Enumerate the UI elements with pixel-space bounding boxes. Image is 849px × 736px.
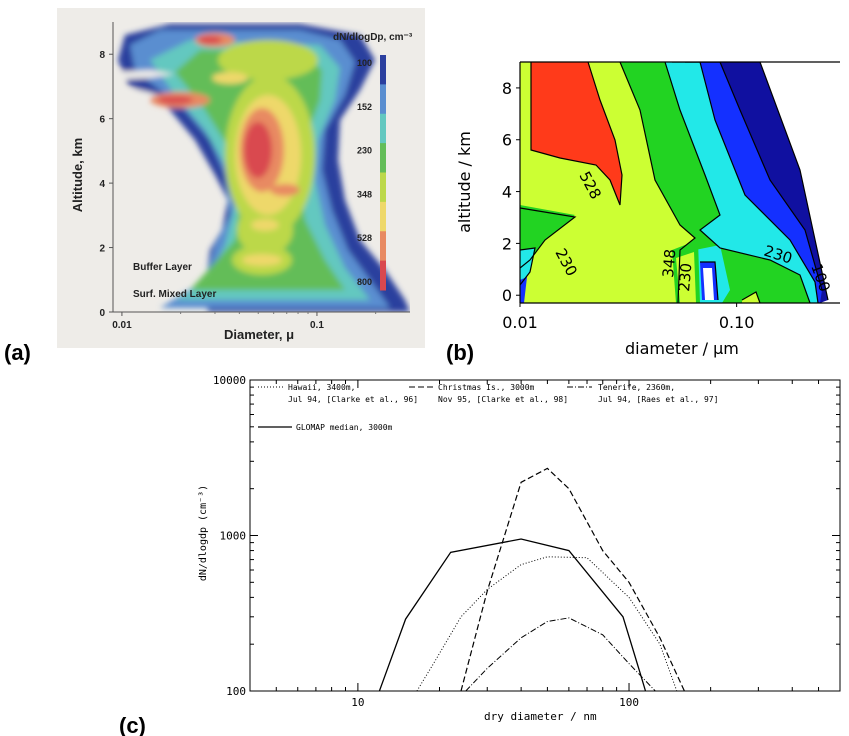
colorbar-label: 528: [357, 233, 372, 243]
colorbar-swatch: [380, 84, 386, 115]
panel-a-colorbar: 100 152 230 348 528 800: [357, 55, 386, 291]
panel-b-ytick-label: 4: [502, 183, 512, 202]
legend-hawaii-line2: Jul 94, [Clarke et al., 96]: [288, 395, 418, 404]
colorbar-swatch: [380, 201, 386, 232]
panel-c-ylabel: dN/dlogdp (cm⁻³): [198, 485, 209, 581]
colorbar-swatch: [380, 143, 386, 173]
panel-a-colorbar-title: dN/dlogDp, cm⁻³: [333, 32, 413, 43]
colorbar-label: 800: [357, 277, 372, 287]
panel-a-ytick-label: 6: [99, 115, 105, 126]
contour-region-cyan-lower: [520, 248, 535, 285]
colorbar-label: 230: [357, 146, 372, 156]
panel-a-ytick-label: 0: [99, 308, 105, 319]
panel-b-xtick-label: 0.01: [502, 313, 538, 332]
panel-a-xtick-label: 0.1: [310, 320, 324, 331]
legend-christmas-line2: Nov 95, [Clarke et al., 98]: [438, 395, 568, 404]
panel-b-ylabel: altitude / km: [455, 131, 474, 233]
panel-c-legend: Hawaii, 3400m, Jul 94, [Clarke et al., 9…: [258, 383, 718, 432]
contour-region-yellow-tongue: [676, 252, 696, 303]
panel-label-b: (b): [446, 340, 474, 365]
colorbar-swatch: [380, 113, 386, 144]
panel-b-ytick-label: 6: [502, 131, 512, 150]
panel-b-contour-fill: [520, 62, 840, 303]
colorbar-swatch: [380, 260, 386, 291]
panel-c-ytick-label: 10000: [213, 374, 246, 387]
panel-a-ytick-label: 8: [99, 50, 105, 61]
legend-tenerife-line2: Jul 94, [Raes et al., 97]: [598, 395, 718, 404]
colorbar-label: 152: [357, 102, 372, 112]
series-hawaii: [416, 556, 678, 691]
panel-a-axes: 0 2 4 6 8 0.01 0.1: [99, 22, 410, 331]
panel-c-xlabel: dry diameter / nm: [484, 710, 597, 723]
contour-label-230-center: 230: [675, 262, 695, 292]
panel-b-xtick-label: 0.10: [719, 313, 755, 332]
colorbar-label: 100: [357, 58, 372, 68]
panel-label-a: (a): [4, 340, 31, 365]
panel-c-ytick-label: 100: [226, 685, 246, 698]
contour-region-yellow-triangle: [742, 292, 760, 303]
panel-c: 100 1000 10000 10 100 Hawaii, 3400m, Jul 94,…: [119, 374, 841, 736]
panel-b-ytick-label: 8: [502, 79, 512, 98]
colorbar-swatch: [380, 172, 386, 203]
series-glomap-median: [378, 538, 647, 691]
panel-a-ytick-label: 4: [99, 179, 105, 190]
colorbar-label: 348: [357, 189, 372, 199]
legend-glomap: GLOMAP median, 3000m: [296, 423, 393, 432]
series-tenerife: [465, 617, 656, 691]
panel-c-xtick-label: 10: [351, 696, 364, 709]
legend-christmas-line1: Christmas Is., 3000m: [438, 383, 535, 392]
panel-a-ylabel: Altitude, km: [70, 138, 85, 212]
panel-a-xlabel: Diameter, μ: [224, 327, 294, 342]
annotation-surface-mixed-layer: Surf. Mixed Layer: [133, 289, 216, 300]
panel-a-xtick-label: 0.01: [112, 320, 132, 331]
panel-a-ytick-label: 2: [99, 244, 105, 255]
panel-c-ytick-label: 1000: [220, 530, 247, 543]
panel-b-axes: 0 2 4 6 8 0.01 0.10: [502, 61, 840, 332]
annotation-buffer-layer: Buffer Layer: [133, 262, 192, 273]
panel-a-concentration-plume: [113, 24, 410, 312]
panel-c-xtick-label: 100: [619, 696, 639, 709]
contour-region-white-pocket: [703, 268, 714, 300]
panel-c-series: [378, 467, 685, 691]
contour-label-348: 348: [659, 248, 679, 278]
panel-b-ytick-label: 0: [502, 286, 512, 305]
panel-b-ytick-label: 2: [502, 234, 512, 253]
panel-b-xlabel: diameter / μm: [625, 339, 739, 358]
legend-hawaii-line1: Hawaii, 3400m,: [288, 383, 355, 392]
colorbar-swatch: [380, 55, 386, 85]
panel-c-axes: 100 1000 10000 10 100: [213, 374, 840, 709]
panel-label-c: (c): [119, 713, 146, 736]
series-christmas-island: [460, 467, 685, 691]
panel-a: 0 2 4 6 8 0.01 0.1 100 152 230 348 528 800 dN/dlogD…: [4, 8, 425, 365]
colorbar-swatch: [380, 231, 386, 262]
legend-tenerife-line1: Tenerife, 2360m,: [598, 383, 675, 392]
